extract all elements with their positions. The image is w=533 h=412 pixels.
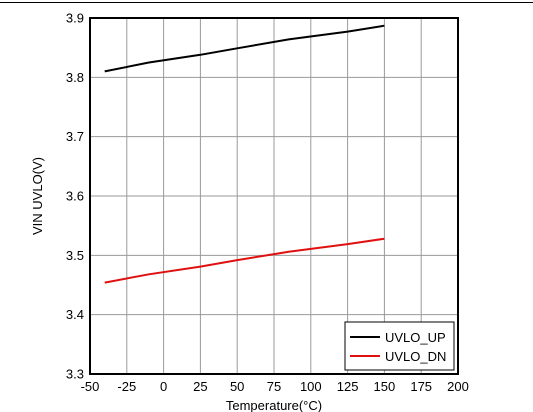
y-tick-label: 3.3 (66, 367, 84, 382)
series-line-uvlo-up (104, 24, 385, 73)
x-tick-label: 50 (230, 379, 244, 394)
top-divider (0, 2, 533, 3)
grid-lines (89, 17, 459, 375)
y-tick-label: 3.5 (66, 248, 84, 263)
legend-label-uvlo-dn: UVLO_DN (385, 349, 446, 364)
legend-box (344, 321, 455, 371)
x-tick-label: 125 (337, 379, 359, 394)
x-tick-label: 0 (160, 379, 167, 394)
x-tick-labels: -50 -25 0 25 50 75 100 125 150 175 200 (81, 379, 469, 394)
x-tick-label: 200 (447, 379, 469, 394)
y-tick-label: 3.4 (66, 307, 84, 322)
series-line-uvlo-dn (104, 237, 385, 284)
x-tick-label: 175 (410, 379, 432, 394)
y-tick-labels: 3.3 3.4 3.5 3.6 3.7 3.8 3.9 (66, 11, 84, 382)
x-tick-label: 75 (267, 379, 281, 394)
x-tick-label: 100 (300, 379, 322, 394)
legend: UVLO_UP UVLO_DN (344, 321, 455, 371)
series-lines (104, 24, 385, 284)
y-tick-label: 3.6 (66, 189, 84, 204)
x-axis-label: Temperature(°C) (226, 398, 322, 412)
y-tick-label: 3.7 (66, 129, 84, 144)
y-tick-label: 3.9 (66, 11, 84, 26)
x-tick-label: -50 (81, 379, 100, 394)
y-axis-label: VIN UVLO(V) (30, 157, 45, 235)
x-tick-label: 150 (374, 379, 396, 394)
plot-frame (89, 17, 459, 375)
y-tick-label: 3.8 (66, 70, 84, 85)
x-tick-label: 25 (193, 379, 207, 394)
x-tick-label: -25 (117, 379, 136, 394)
legend-label-uvlo-up: UVLO_UP (385, 330, 446, 345)
